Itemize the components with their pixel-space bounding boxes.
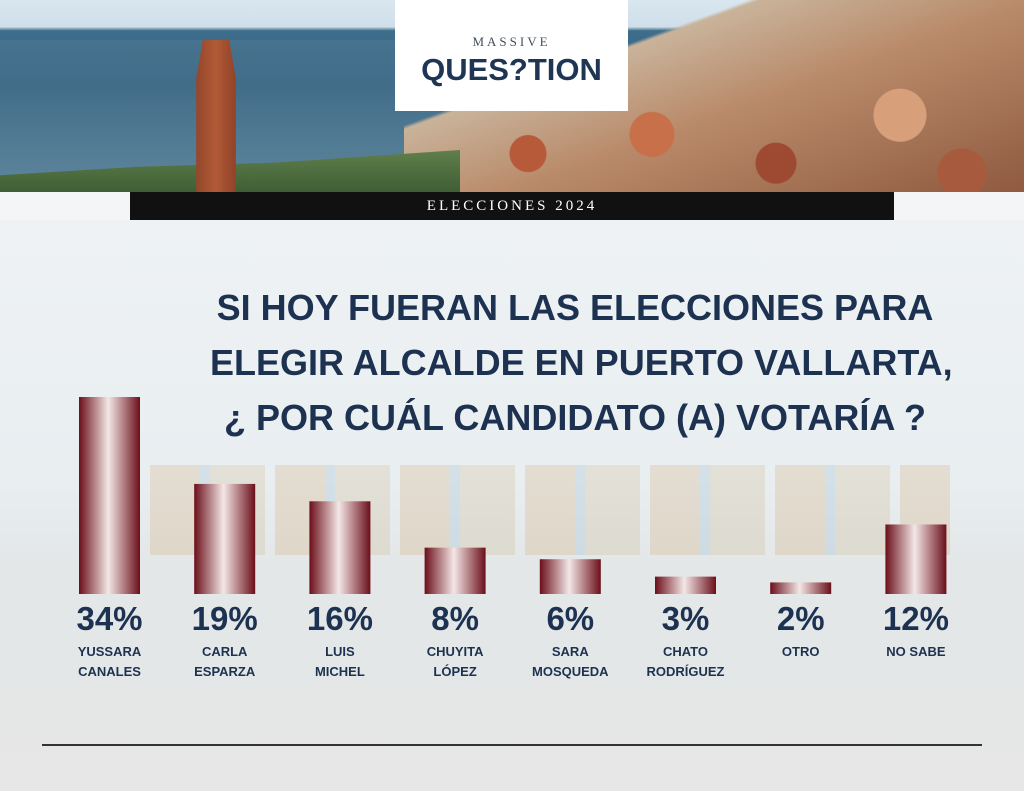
category-label-5-0: CHATO <box>663 644 708 659</box>
category-label-3-0: CHUYITA <box>427 644 484 659</box>
title-line-2: ELEGIR ALCALDE EN PUERTO VALLARTA, <box>210 342 953 383</box>
value-label-7: 12% <box>883 600 949 637</box>
category-label-2-0: LUIS <box>325 644 355 659</box>
chart-title: SI HOY FUERAN LAS ELECCIONES PARA ELEGIR… <box>210 280 953 445</box>
category-label-4-1: MOSQUEDA <box>532 664 609 679</box>
category-label-4-0: SARA <box>552 644 589 659</box>
bar-0 <box>79 397 140 594</box>
category-label-1-0: CARLA <box>202 644 248 659</box>
bar-7 <box>885 524 947 594</box>
bottom-rule <box>42 744 982 746</box>
bar-5 <box>655 576 716 594</box>
bar-4 <box>539 559 601 594</box>
title-line-1: SI HOY FUERAN LAS ELECCIONES PARA <box>216 287 934 328</box>
category-label-7-0: NO SABE <box>886 644 946 659</box>
category-label-1-1: ESPARZA <box>194 664 256 679</box>
category-label-6-0: OTRO <box>782 644 820 659</box>
bar-1 <box>194 483 256 594</box>
category-label-5-1: RODRÍGUEZ <box>647 664 725 679</box>
logo-main-text: QUES?TION <box>421 52 602 87</box>
value-label-4: 6% <box>546 600 594 637</box>
category-label-2-1: MICHEL <box>315 664 365 679</box>
value-label-6: 2% <box>777 600 825 637</box>
logo: MASSIVE QUES?TION <box>395 0 628 111</box>
value-label-5: 3% <box>662 600 710 637</box>
category-label-3-1: LÓPEZ <box>433 664 476 679</box>
bar-6 <box>770 582 832 594</box>
value-label-1: 19% <box>192 600 258 637</box>
category-label-0-1: CANALES <box>78 664 141 679</box>
bar-2 <box>309 501 371 594</box>
church-tower <box>196 40 236 192</box>
value-label-0: 34% <box>76 600 142 637</box>
value-label-2: 16% <box>307 600 373 637</box>
title-line-3: ¿ POR CUÁL CANDIDATO (A) VOTARÍA ? <box>224 397 926 438</box>
background-letters <box>150 465 950 555</box>
logo-top-text: MASSIVE <box>472 34 551 49</box>
value-label-3: 8% <box>431 600 479 637</box>
elections-banner: ELECCIONES 2024 <box>130 192 894 220</box>
bar-3 <box>424 547 486 594</box>
background-scene <box>0 220 1024 791</box>
category-label-0-0: YUSSARA <box>78 644 142 659</box>
